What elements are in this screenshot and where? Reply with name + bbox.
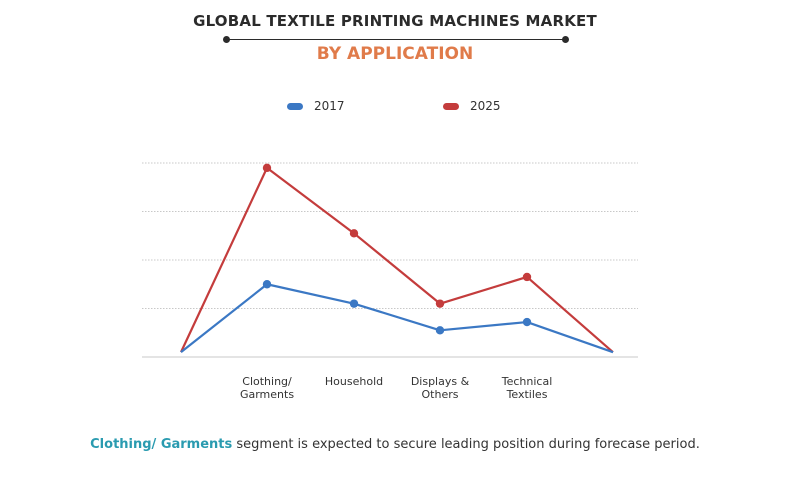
data-point-2025 [435,299,445,308]
legend-swatch-2017 [287,102,303,110]
title-underline [226,39,566,40]
legend-label-2025: 2025 [470,99,501,113]
title-underline-left-dot [223,36,230,43]
chart-title: GLOBAL TEXTILE PRINTING MACHINES MARKET [193,12,597,30]
series-line-2017 [180,283,614,354]
legend-swatch-2025 [443,102,459,110]
x-tick-label-technical-textiles: Technical Textiles [501,375,553,401]
data-point-2017 [435,326,445,335]
legend-label-2017: 2017 [314,99,345,113]
footer-text: segment is expected to secure leading po… [232,437,700,452]
data-point-2025 [262,163,272,173]
data-point-2017 [262,280,272,289]
title-underline-right-dot [562,36,569,43]
footer-highlight: Clothing/ Garments [90,437,233,452]
series-line-2025 [180,166,614,353]
legend-item-2025: 2025 [443,99,501,113]
x-tick-label-clothing-garments: Clothing/ Garments [239,375,295,401]
legend-item-2017: 2017 [287,99,345,113]
x-tick-label-displays-others: Displays & Others [410,375,470,401]
footer-note: Clothing/ Garments segment is expected t… [0,437,790,452]
x-tick-label-household: Household [324,375,384,388]
chart-subtitle: BY APPLICATION [316,44,474,64]
data-point-2017 [522,317,532,327]
data-point-2025 [349,229,359,238]
data-point-2025 [522,272,532,282]
data-point-2017 [349,299,359,308]
